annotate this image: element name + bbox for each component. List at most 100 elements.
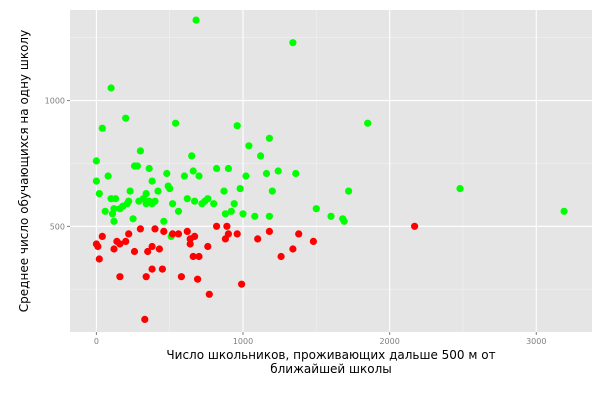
data-point: [141, 315, 149, 323]
data-point: [295, 230, 303, 238]
data-point: [92, 177, 100, 185]
data-point: [262, 169, 271, 178]
data-point: [236, 185, 244, 193]
data-point: [227, 207, 235, 215]
data-point: [174, 230, 183, 238]
data-point: [101, 207, 109, 215]
x-tick-label: 0: [94, 337, 99, 346]
data-point: [289, 245, 297, 253]
x-tick-label: 3000: [526, 337, 546, 346]
data-point: [268, 187, 276, 195]
data-point: [242, 172, 250, 180]
data-point: [145, 164, 153, 173]
y-tick-label: 500: [50, 222, 65, 231]
data-point: [148, 265, 156, 273]
data-point: [186, 240, 194, 248]
data-point: [111, 195, 120, 203]
data-point: [126, 187, 134, 195]
data-point: [245, 142, 253, 150]
data-point: [204, 242, 212, 251]
x-axis-title-line-1: Число школьников, проживающих дальше 500…: [166, 348, 495, 362]
data-point: [130, 247, 139, 256]
data-point: [274, 167, 282, 175]
data-point: [292, 169, 300, 178]
data-point: [125, 230, 133, 238]
data-point: [183, 227, 191, 235]
data-point: [223, 222, 231, 230]
data-point: [560, 207, 568, 215]
data-point: [345, 187, 353, 195]
data-point: [221, 210, 229, 218]
data-point: [169, 230, 177, 238]
data-point: [122, 114, 130, 122]
data-point: [194, 275, 202, 283]
data-point: [144, 247, 152, 256]
data-point: [92, 157, 100, 165]
data-point: [107, 84, 115, 92]
data-point: [180, 172, 188, 180]
data-point: [160, 217, 168, 225]
x-tick-label: 2000: [379, 337, 399, 346]
data-point: [213, 164, 221, 173]
data-point: [189, 252, 197, 261]
data-point: [238, 280, 246, 288]
data-point: [309, 237, 317, 245]
data-point: [364, 119, 372, 127]
data-point: [98, 232, 106, 240]
data-point: [154, 187, 162, 195]
data-point: [116, 240, 124, 248]
data-point: [163, 169, 171, 178]
data-point: [172, 119, 180, 127]
y-tick-label: 1000: [45, 97, 65, 106]
data-point: [142, 273, 150, 281]
data-point: [239, 210, 247, 218]
data-point: [136, 225, 144, 233]
data-point: [148, 242, 156, 251]
y-axis-title: Среднее число обучающихся на одну школу: [17, 30, 31, 312]
data-point: [95, 255, 103, 263]
data-point: [158, 265, 166, 273]
data-point: [327, 212, 335, 220]
data-point: [169, 200, 177, 208]
data-point: [233, 122, 241, 130]
data-point: [265, 227, 273, 235]
data-point: [195, 252, 203, 261]
data-point: [110, 217, 118, 225]
data-point: [95, 190, 103, 198]
data-point: [191, 232, 199, 240]
data-point: [136, 147, 144, 155]
data-point: [148, 177, 156, 185]
x-tick-label: 1000: [233, 337, 253, 346]
data-point: [94, 242, 102, 251]
data-point: [254, 235, 262, 243]
data-point: [133, 162, 141, 170]
data-point: [116, 273, 124, 281]
data-point: [177, 273, 185, 281]
data-point: [233, 230, 241, 238]
data-point: [104, 172, 112, 180]
data-point: [189, 167, 197, 175]
x-axis-title-line-2: ближайшей школы: [270, 362, 392, 376]
plot-panel: [70, 10, 592, 332]
axis-ticks: 0 1000 2000 3000 500 1000: [45, 97, 547, 346]
data-point: [160, 227, 168, 235]
data-point: [265, 134, 273, 142]
data-point: [456, 185, 464, 193]
data-point: [230, 200, 238, 208]
data-point: [191, 197, 199, 205]
data-point: [110, 205, 118, 213]
data-point: [125, 197, 133, 205]
data-point: [289, 39, 297, 47]
data-point: [192, 16, 200, 24]
data-point: [122, 237, 130, 245]
data-point: [195, 172, 203, 180]
data-point: [151, 225, 159, 233]
data-point: [151, 197, 159, 205]
data-point: [142, 190, 150, 198]
data-point: [312, 205, 320, 213]
data-point: [183, 195, 191, 203]
data-point: [224, 230, 232, 238]
data-point: [129, 215, 137, 223]
data-point: [251, 212, 259, 220]
